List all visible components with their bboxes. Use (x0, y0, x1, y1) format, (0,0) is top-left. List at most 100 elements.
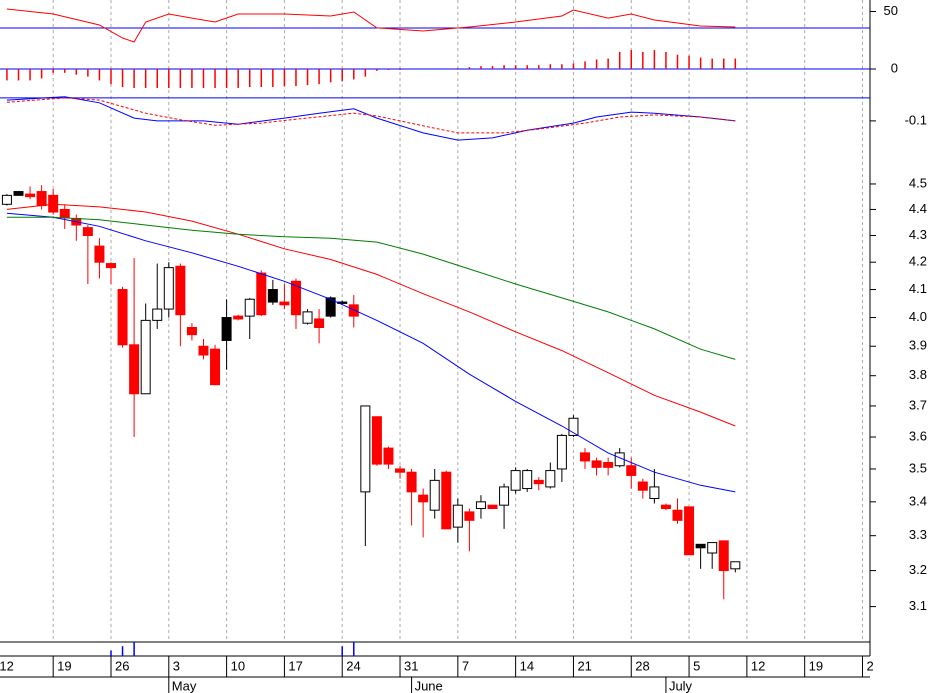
candle-body (152, 308, 163, 321)
candle-body (707, 542, 718, 554)
candle-body (580, 452, 591, 462)
candle-body (695, 543, 706, 549)
candle-body (314, 318, 325, 329)
month-label: June (415, 678, 443, 693)
month-label: July (669, 678, 693, 693)
y-tick-label: 3.6 (909, 428, 927, 443)
candle-body (475, 501, 486, 510)
candle-body (522, 470, 533, 490)
candle-body (82, 227, 93, 237)
candle-body (603, 462, 614, 468)
x-tick-label: 2 (866, 658, 873, 673)
x-tick-label: 12 (751, 658, 765, 673)
x-tick-label: 19 (809, 658, 823, 673)
candle-body (1, 194, 12, 205)
indicator-line (6, 203, 736, 427)
candle-body (198, 345, 209, 356)
y-tick-label: -0.1 (905, 112, 927, 127)
candle-body (730, 561, 741, 570)
x-tick-label: 17 (288, 658, 302, 673)
candle-body (244, 298, 255, 317)
candle-body (36, 191, 47, 207)
candle-body (660, 504, 671, 510)
candle-body (210, 348, 221, 386)
candle-body (233, 315, 244, 320)
candle-body (163, 267, 174, 310)
candle-body (267, 289, 278, 303)
candle-body (395, 468, 406, 473)
candle-body (672, 509, 683, 521)
candle-body (348, 304, 359, 317)
x-tick-label: 7 (462, 658, 469, 673)
x-tick-label: 28 (635, 658, 649, 673)
candle-body (441, 471, 452, 530)
y-tick-label: 4.0 (909, 309, 927, 324)
candle-body (637, 481, 648, 491)
candle-body (186, 327, 197, 336)
candle-body (499, 486, 510, 506)
y-tick-label: 3.3 (909, 527, 927, 542)
candle-body (360, 405, 371, 493)
candle-body (105, 263, 116, 269)
x-tick-label: 21 (577, 658, 591, 673)
candle-body (649, 486, 660, 500)
x-tick-label: 19 (57, 658, 71, 673)
candle-body (371, 416, 382, 465)
y-tick-label: 3.8 (909, 367, 927, 382)
candle-body (48, 194, 59, 213)
candle-body (325, 297, 336, 317)
y-tick-label: 3.4 (909, 493, 927, 508)
candle-body (25, 193, 36, 198)
indicator-line (6, 97, 736, 134)
candle-body (510, 470, 521, 491)
month-label: May (172, 678, 197, 693)
candle-body (140, 319, 151, 395)
candle-body (383, 447, 394, 465)
x-tick-label: 26 (115, 658, 129, 673)
y-tick-label: 50 (884, 3, 898, 18)
y-tick-label: 0 (891, 60, 898, 75)
indicator-line (6, 96, 736, 141)
x-tick-label: 31 (404, 658, 418, 673)
candle-body (626, 465, 637, 476)
candle-body (117, 289, 128, 346)
candle-body (418, 494, 429, 503)
candle-body (718, 540, 729, 572)
y-tick-label: 4.5 (909, 175, 927, 190)
candle-body (129, 344, 140, 395)
y-tick-label: 3.2 (909, 562, 927, 577)
candle-body (545, 470, 556, 488)
y-tick-label: 4.3 (909, 227, 927, 242)
candle-body (279, 301, 290, 306)
y-tick-label: 4.1 (909, 281, 927, 296)
candle-body (452, 504, 463, 528)
candle-body (591, 460, 602, 468)
candle-body (256, 272, 267, 316)
candle-body (487, 504, 498, 510)
x-tick-label: 24 (346, 658, 360, 673)
candle-body (221, 317, 232, 341)
candle-body (290, 280, 301, 316)
candle-body (175, 265, 186, 316)
candle-body (59, 208, 70, 218)
y-tick-label: 4.2 (909, 254, 927, 269)
y-tick-label: 3.9 (909, 338, 927, 353)
candle-body (556, 434, 567, 470)
indicator-line (6, 216, 736, 360)
candle-body (94, 245, 105, 263)
y-tick-label: 3.7 (909, 397, 927, 412)
x-tick-label: 3 (173, 658, 180, 673)
candle-body (464, 511, 475, 521)
y-tick-label: 3.5 (909, 460, 927, 475)
indicator-line (6, 8, 736, 43)
x-tick-label: 10 (231, 658, 245, 673)
x-tick-label: 5 (693, 658, 700, 673)
candle-body (533, 479, 544, 485)
candle-body (429, 479, 440, 511)
y-tick-label: 3.1 (909, 598, 927, 613)
candle-body (13, 191, 24, 196)
candle-body (684, 506, 695, 556)
x-tick-label: 14 (520, 658, 534, 673)
